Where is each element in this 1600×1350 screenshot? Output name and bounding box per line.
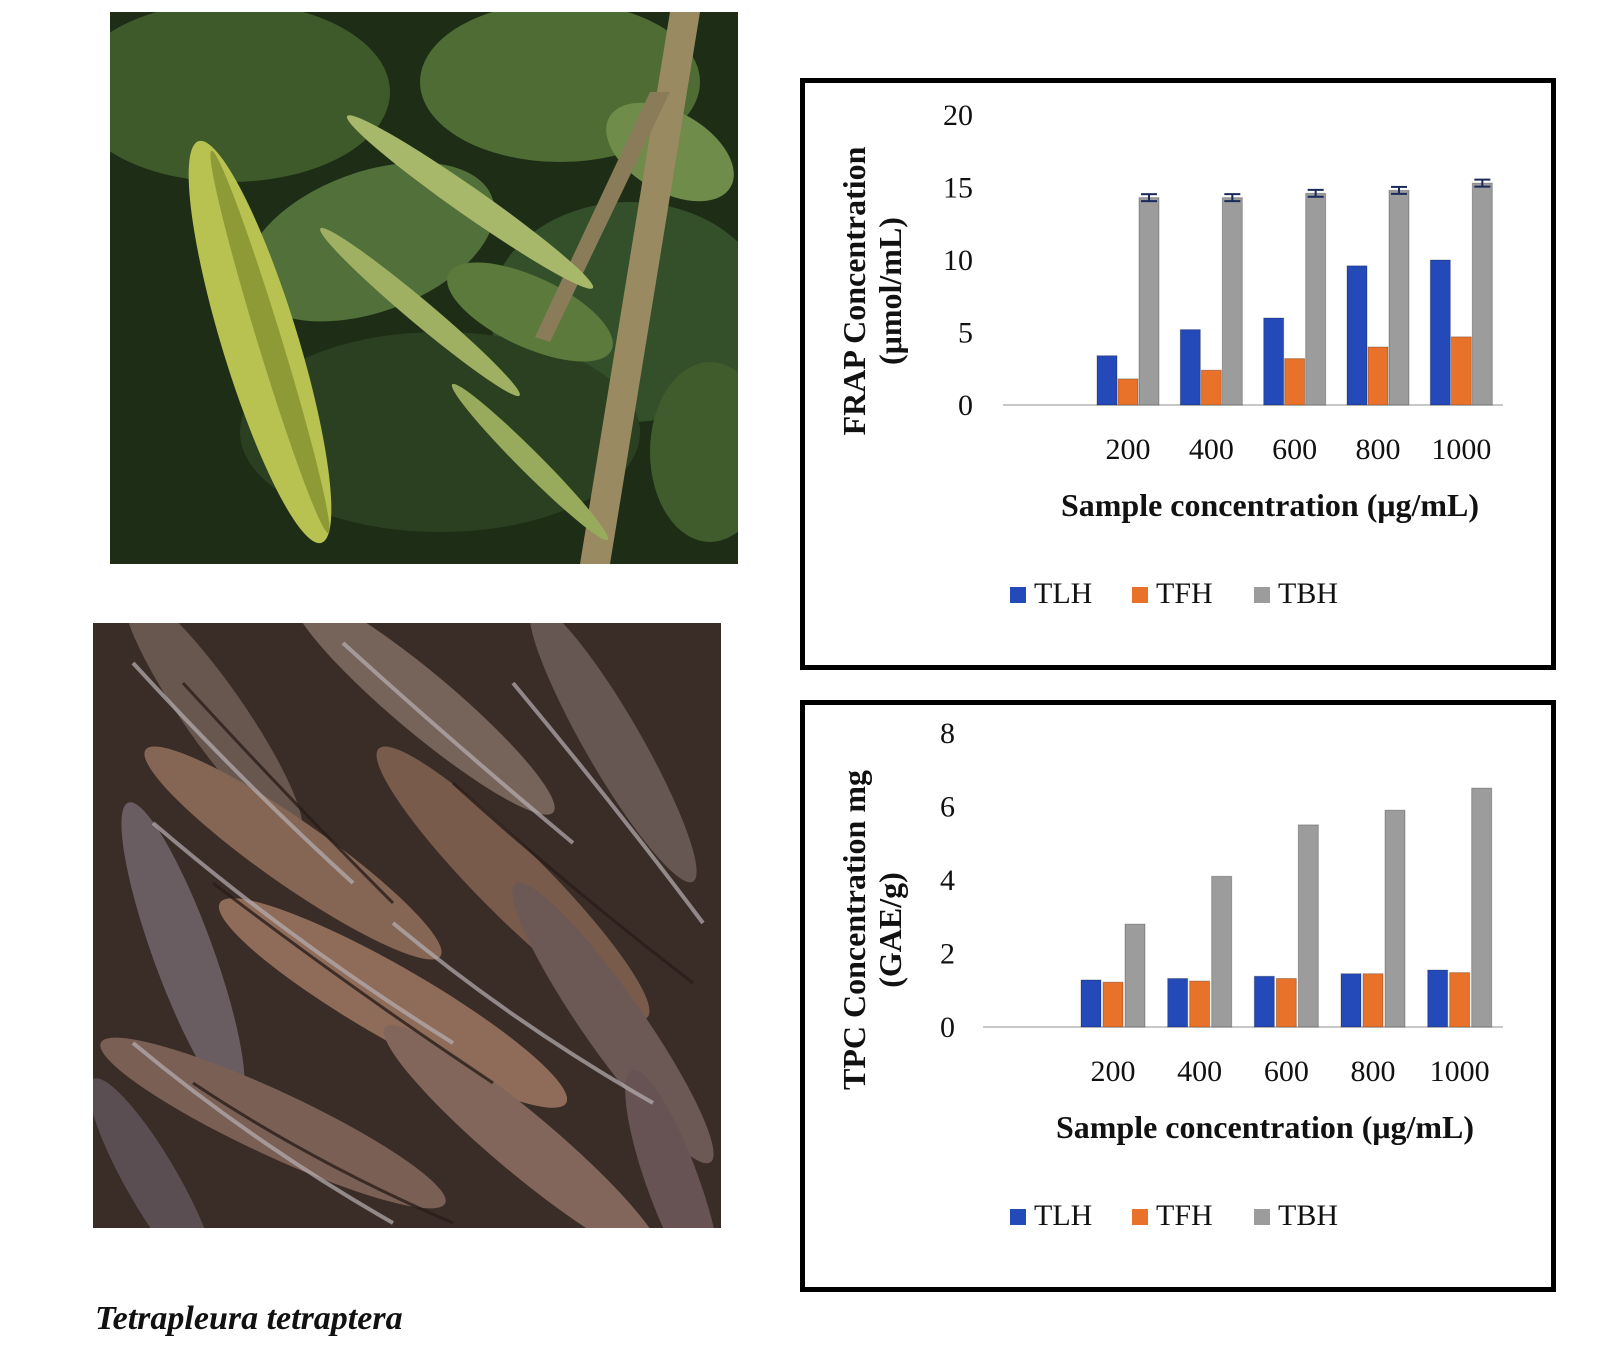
tpc-bar-tfh-800 [1362,973,1384,1028]
photo-green-pod [110,12,738,564]
tpc-legend-label-tbh: TBH [1278,1199,1338,1232]
frap-bar-tbh-800 [1388,189,1410,406]
frap-legend-swatch-tlh [1010,587,1026,603]
frap-bar-tlh-600 [1263,317,1285,406]
frap-errorbar-400 [1224,193,1241,203]
frap-legend-swatch-tbh [1254,587,1270,603]
tpc-bar-tbh-200 [1124,923,1146,1028]
tpc-xtick-800: 800 [1351,1055,1396,1088]
frap-bar-tbh-400 [1221,197,1243,406]
tpc-bar-tfh-1000 [1449,972,1471,1028]
frap-y-ticks: 0 5 10 15 20 [943,99,1503,422]
dried-pods-image [93,623,721,1228]
frap-bar-tlh-800 [1346,265,1368,406]
frap-xtick-800: 800 [1356,433,1401,466]
tpc-bar-tbh-1000 [1471,787,1493,1028]
frap-bar-tlh-400 [1179,329,1201,406]
tpc-bar-chart: TPC Concentration mg (GAE/g) Sample conc… [836,717,1503,1232]
tpc-ytick-8: 8 [940,717,955,750]
tpc-ytick-6: 6 [940,791,955,824]
green-pod-image [110,12,738,564]
frap-bar-tfh-400 [1200,369,1222,406]
tpc-legend-swatch-tfh [1132,1209,1148,1225]
frap-errorbar-200 [1141,193,1157,203]
tpc-bar-tbh-400 [1211,875,1233,1028]
frap-xlabel: Sample concentration (μg/mL) [1061,487,1479,523]
frap-legend-label-tfh: TFH [1156,577,1213,610]
tpc-legend-swatch-tbh [1254,1209,1270,1225]
tpc-legend-label-tlh: TLH [1034,1199,1092,1232]
frap-ytick-5: 5 [958,317,973,350]
tpc-xlabel: Sample concentration (μg/mL) [1056,1109,1474,1145]
tpc-ylabel-line1: TPC Concentration mg [836,770,872,1090]
frap-errorbar-1000 [1474,178,1491,188]
frap-ytick-0: 0 [958,389,973,422]
frap-errorbar-800 [1391,185,1407,195]
frap-legend-label-tlh: TLH [1034,577,1092,610]
tpc-ylabel-line2: (GAE/g) [872,872,908,988]
species-caption: Tetrapleura tetraptera [95,1300,403,1337]
frap-bar-tfh-1000 [1450,336,1472,406]
tpc-bar-tlh-400 [1167,977,1189,1028]
frap-bar-chart: FRAP Concentration (μmol/mL) Sample conc… [836,99,1503,610]
tpc-legend-swatch-tlh [1010,1209,1026,1225]
frap-bar-tfh-200 [1117,378,1139,406]
frap-ylabel-line2: (μmol/mL) [872,217,908,365]
frap-bar-tlh-1000 [1429,259,1451,406]
frap-bar-tbh-200 [1138,197,1160,406]
frap-xtick-1000: 1000 [1431,433,1491,466]
tpc-xtick-200: 200 [1091,1055,1136,1088]
tpc-xtick-600: 600 [1264,1055,1309,1088]
frap-ylabel-line1: FRAP Concentration [836,146,872,435]
photo-dried-pods [93,623,721,1228]
tpc-bars [1080,787,1493,1028]
frap-ytick-20: 20 [943,99,973,132]
tpc-bar-tfh-600 [1275,977,1297,1028]
frap-chart-panel: FRAP Concentration (μmol/mL) Sample conc… [800,78,1556,670]
tpc-y-ticks: 0 2 4 6 8 [940,717,1503,1044]
frap-bar-tlh-200 [1096,355,1118,406]
frap-x-ticks: 200 400 600 800 1000 [1106,433,1492,466]
frap-bar-tbh-600 [1305,192,1327,406]
frap-bar-tfh-600 [1284,358,1306,406]
frap-legend-swatch-tfh [1132,587,1148,603]
frap-xtick-600: 600 [1272,433,1317,466]
tpc-chart-panel: TPC Concentration mg (GAE/g) Sample conc… [800,700,1556,1292]
tpc-legend: TLH TFH TBH [1010,1199,1338,1232]
tpc-legend-label-tfh: TFH [1156,1199,1213,1232]
frap-bar-tbh-1000 [1471,182,1493,406]
frap-legend-label-tbh: TBH [1278,577,1338,610]
tpc-xtick-1000: 1000 [1430,1055,1490,1088]
frap-xtick-200: 200 [1106,433,1151,466]
tpc-ytick-4: 4 [940,864,955,897]
tpc-bar-tlh-1000 [1427,969,1449,1028]
frap-bars [1096,178,1493,406]
frap-xtick-400: 400 [1189,433,1234,466]
frap-ytick-10: 10 [943,244,973,277]
tpc-bar-tfh-400 [1189,980,1211,1028]
tpc-bar-tlh-800 [1340,973,1362,1028]
tpc-bar-tlh-600 [1253,975,1275,1028]
frap-errorbar-600 [1307,188,1324,198]
frap-bar-tfh-800 [1367,346,1389,406]
tpc-ytick-0: 0 [940,1011,955,1044]
tpc-xtick-400: 400 [1177,1055,1222,1088]
frap-legend: TLH TFH TBH [1010,577,1338,610]
tpc-x-ticks: 200 400 600 800 1000 [1091,1055,1490,1088]
tpc-bar-tlh-200 [1080,979,1102,1028]
tpc-bar-tbh-600 [1297,824,1319,1028]
frap-ytick-15: 15 [943,172,973,205]
tpc-bar-tbh-800 [1384,809,1406,1028]
tpc-ytick-2: 2 [940,938,955,971]
tpc-bar-tfh-200 [1102,981,1124,1028]
